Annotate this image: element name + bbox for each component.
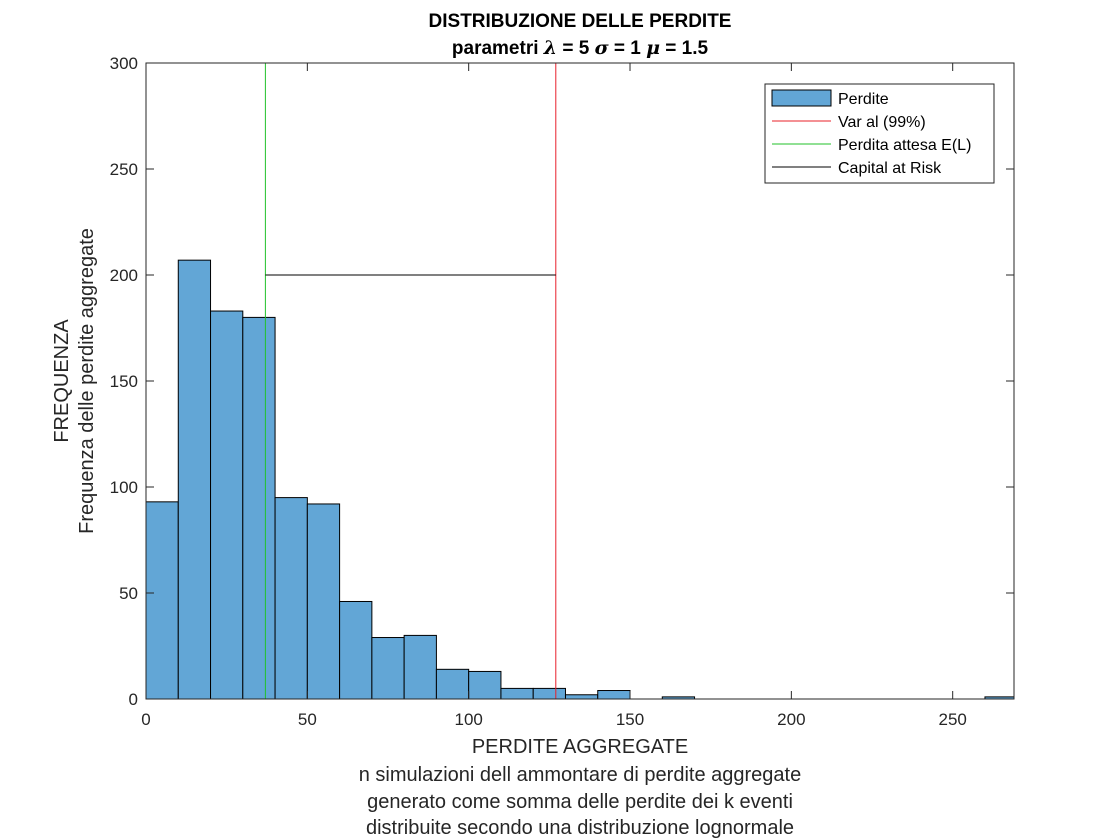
histogram-bar (597, 690, 631, 700)
x-tick-label: 50 (298, 710, 317, 729)
x-tick-label: 250 (939, 710, 967, 729)
legend-label-perdite: Perdite (838, 91, 889, 108)
x-tick-label: 100 (454, 710, 482, 729)
x-axis: 0 50 100 150 200 250 (141, 63, 967, 729)
histogram-bar (177, 259, 212, 700)
histogram-bar (500, 687, 534, 700)
y-tick-label: 200 (110, 266, 138, 285)
chart-title: DISTRIBUZIONE DELLE PERDITE (429, 11, 732, 32)
histogram-bar (435, 668, 470, 700)
x-tick-label: 200 (777, 710, 805, 729)
histogram-bar (468, 670, 502, 700)
y-axis-label-line-2: Frequenza delle perdite aggregate (76, 228, 98, 534)
histogram-bar (210, 310, 244, 700)
y-tick-label: 0 (129, 690, 138, 709)
histogram-bar (371, 637, 405, 700)
y-axis: 0 50 100 150 200 250 300 (110, 54, 1014, 709)
legend-label-capital-at-risk: Capital at Risk (838, 160, 942, 177)
x-axis-label-line-1: PERDITE AGGREGATE (472, 736, 688, 758)
histogram-bar (306, 503, 341, 700)
histogram-bar (274, 497, 308, 700)
y-tick-label: 100 (110, 478, 138, 497)
legend-label-var: Var al (99%) (838, 114, 926, 131)
x-tick-label: 150 (616, 710, 644, 729)
x-axis-label-line-3: generato come somma delle perdite dei k … (367, 791, 793, 813)
x-axis-label-line-2: n simulazioni dell ammontare di perdite … (359, 764, 801, 786)
histogram-bar (242, 316, 276, 700)
y-axis-label-line-1: FREQUENZA (51, 319, 73, 443)
histogram-bars (145, 259, 1015, 700)
reference-lines (264, 63, 557, 699)
x-axis-label-line-4: distribuite secondo una distribuzione lo… (366, 817, 794, 839)
y-tick-label: 300 (110, 54, 138, 73)
y-tick-label: 150 (110, 372, 138, 391)
histogram-bar (564, 694, 599, 700)
legend-label-perdita-attesa: Perdita attesa E(L) (838, 137, 971, 154)
legend[interactable]: Perdite Var al (99%) Perdita attesa E(L)… (764, 83, 995, 184)
histogram-bar (403, 634, 437, 700)
legend-swatch-perdite (771, 89, 832, 107)
histogram-bar (145, 501, 179, 700)
x-tick-label: 0 (141, 710, 150, 729)
y-tick-label: 50 (119, 584, 138, 603)
histogram-bar (339, 600, 373, 700)
histogram-bar (532, 687, 566, 700)
y-tick-label: 250 (110, 160, 138, 179)
chart-subtitle: parametri λ = 5 σ = 1 μ = 1.5 (452, 37, 709, 59)
